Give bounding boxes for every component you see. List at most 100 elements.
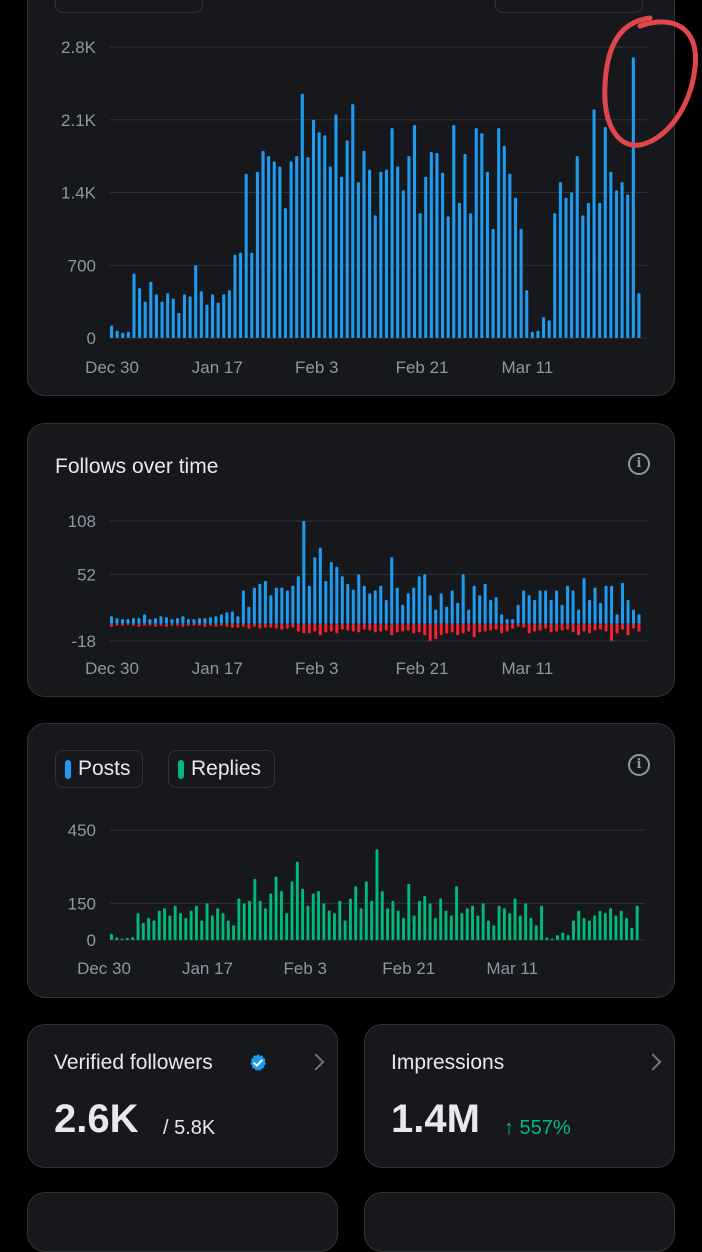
follows-chart-title: Follows over time <box>55 455 219 478</box>
bar <box>233 254 237 338</box>
bar <box>126 619 130 624</box>
bar <box>157 910 161 940</box>
negative-bar <box>549 623 553 633</box>
negative-bar <box>626 623 630 636</box>
bar <box>489 600 493 624</box>
bar <box>279 891 283 940</box>
bar <box>497 905 501 940</box>
bar <box>142 614 146 624</box>
negative-bar <box>588 623 592 634</box>
bar <box>278 166 282 338</box>
negative-bar <box>247 623 251 629</box>
verified-followers-card[interactable]: Verified followers 2.6K / 5.8K <box>27 1024 338 1168</box>
bar <box>529 918 533 940</box>
bar <box>522 590 526 624</box>
bar <box>327 910 331 940</box>
bar <box>434 609 438 624</box>
bar <box>143 301 147 338</box>
bar <box>110 325 114 338</box>
bar <box>379 171 383 338</box>
bar <box>631 57 635 339</box>
bar <box>553 213 557 338</box>
negative-bar <box>593 623 597 631</box>
negative-bar <box>390 623 394 636</box>
negative-bar <box>324 623 328 633</box>
x-tick-label: Feb 3 <box>295 358 338 377</box>
bar <box>380 891 384 940</box>
negative-bar <box>368 623 372 631</box>
bar <box>335 566 339 624</box>
bar <box>626 600 630 624</box>
bar <box>566 585 570 624</box>
chevron-right-icon[interactable] <box>307 1053 325 1071</box>
bar <box>550 938 554 940</box>
y-tick-label: 1.4K <box>61 184 97 203</box>
bar <box>547 320 551 338</box>
bar <box>560 604 564 624</box>
bar <box>465 908 469 940</box>
bar <box>375 849 379 940</box>
legend-replies[interactable]: Replies <box>168 750 275 788</box>
bar <box>313 557 317 624</box>
negative-bar <box>439 623 443 636</box>
bar <box>599 602 603 624</box>
chevron-right-icon[interactable] <box>644 1053 662 1071</box>
range-selector-left[interactable] <box>55 0 203 13</box>
bar <box>232 925 236 940</box>
next-card-right <box>364 1192 675 1252</box>
bar <box>364 881 368 940</box>
bar <box>632 609 636 624</box>
bar <box>120 619 125 624</box>
x-tick-label: Dec 30 <box>85 358 139 377</box>
range-selector-right[interactable] <box>495 0 643 13</box>
y-tick-label: 108 <box>68 512 96 531</box>
negative-bar <box>516 623 520 627</box>
negative-bar <box>445 623 449 634</box>
negative-bar <box>555 623 559 632</box>
verified-followers-title: Verified followers <box>54 1051 213 1074</box>
bar <box>194 905 198 940</box>
negative-bar <box>483 623 487 632</box>
bar <box>439 593 443 624</box>
bar <box>513 197 518 338</box>
bar <box>149 281 153 338</box>
bar <box>285 913 289 940</box>
bar <box>345 140 349 338</box>
info-icon[interactable]: i <box>628 754 650 776</box>
bar <box>261 150 265 338</box>
y-tick-label: 450 <box>68 821 96 840</box>
bar <box>225 612 229 624</box>
negative-bar <box>560 623 564 631</box>
bar <box>334 114 338 338</box>
bar <box>241 590 245 624</box>
bar <box>571 920 575 940</box>
negative-bar <box>186 623 190 626</box>
negative-bar <box>219 623 223 626</box>
negative-bar <box>313 623 317 632</box>
bar <box>494 597 498 624</box>
bar <box>164 617 168 624</box>
bar <box>136 913 140 940</box>
negative-bar <box>115 623 119 626</box>
negative-bar <box>329 623 333 632</box>
bar <box>412 915 416 940</box>
bar <box>263 581 267 624</box>
bar <box>379 585 383 624</box>
x-tick-label: Feb 3 <box>284 959 327 978</box>
legend-posts[interactable]: Posts <box>55 750 143 788</box>
bar <box>511 619 515 624</box>
bar <box>598 910 602 940</box>
bar <box>333 913 336 940</box>
info-icon[interactable]: i <box>628 453 650 475</box>
bar <box>549 600 553 624</box>
bar <box>390 557 394 624</box>
bar <box>609 171 613 338</box>
negative-bar <box>137 623 141 627</box>
bar <box>609 908 613 940</box>
bar <box>483 583 487 624</box>
impressions-card[interactable]: Impressions 1.4M ↑ 557% <box>364 1024 675 1168</box>
x-tick-label: Jan 17 <box>192 659 243 678</box>
bar <box>586 202 590 338</box>
negative-bar <box>450 623 454 633</box>
bar <box>417 900 421 940</box>
